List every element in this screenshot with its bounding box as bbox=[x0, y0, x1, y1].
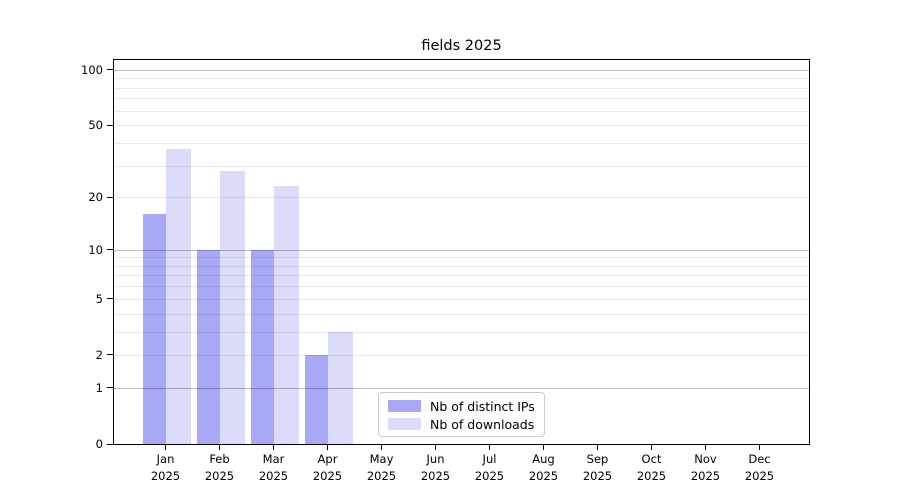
x-tick-label: Aug 2025 bbox=[517, 451, 571, 484]
minor-gridline bbox=[114, 87, 809, 89]
bar-nb-of-downloads-apr bbox=[328, 331, 353, 444]
x-tick-mark bbox=[543, 445, 544, 450]
x-label-year: 2025 bbox=[474, 468, 505, 483]
chart-title: fields 2025 bbox=[421, 38, 502, 54]
x-tick-label: Apr 2025 bbox=[301, 451, 355, 484]
x-tick-label: Jul 2025 bbox=[463, 451, 517, 484]
x-label-year: 2025 bbox=[150, 468, 181, 483]
y-tick-mark bbox=[107, 354, 114, 356]
y-tick-label: 20 bbox=[88, 190, 103, 205]
legend: Nb of distinct IPs Nb of downloads bbox=[378, 392, 545, 437]
bar-nb-of-downloads-jan bbox=[166, 149, 191, 444]
y-tick-mark bbox=[107, 387, 114, 389]
x-label-month: Sep bbox=[586, 452, 609, 466]
bar-nb-of-distinct-ips-mar bbox=[251, 249, 274, 444]
legend-label: Nb of downloads bbox=[430, 416, 535, 432]
x-tick-mark bbox=[381, 445, 382, 450]
x-tick-label: Dec 2025 bbox=[733, 451, 787, 484]
minor-gridline bbox=[114, 110, 809, 112]
x-tick-label: Jun 2025 bbox=[409, 451, 463, 484]
y-tick-label: 50 bbox=[88, 118, 103, 133]
bar-nb-of-downloads-mar bbox=[274, 186, 299, 444]
x-label-year: 2025 bbox=[528, 468, 559, 483]
x-tick-label: Jan 2025 bbox=[139, 451, 193, 484]
x-tick-label: Sep 2025 bbox=[571, 451, 625, 484]
x-label-year: 2025 bbox=[366, 468, 397, 483]
minor-gridline bbox=[114, 98, 809, 100]
minor-gridline bbox=[114, 125, 809, 127]
plot-area bbox=[113, 59, 810, 445]
y-tick-mark bbox=[107, 249, 114, 251]
x-tick-mark bbox=[651, 445, 652, 450]
x-label-month: Jun bbox=[426, 452, 445, 466]
x-tick-label: Mar 2025 bbox=[247, 451, 301, 484]
x-tick-label: Nov 2025 bbox=[679, 451, 733, 484]
x-label-year: 2025 bbox=[204, 468, 235, 483]
y-tick-mark bbox=[107, 298, 114, 300]
x-tick-mark bbox=[165, 445, 166, 450]
legend-label: Nb of distinct IPs bbox=[430, 398, 535, 414]
x-label-year: 2025 bbox=[582, 468, 613, 483]
x-label-month: Jul bbox=[482, 452, 497, 466]
x-tick-mark bbox=[435, 445, 436, 450]
bar-nb-of-distinct-ips-feb bbox=[197, 249, 220, 444]
legend-item: Nb of downloads bbox=[388, 415, 544, 433]
bar-nb-of-downloads-feb bbox=[220, 171, 245, 444]
x-tick-mark bbox=[327, 445, 328, 450]
x-label-month: Mar bbox=[262, 452, 285, 466]
x-label-year: 2025 bbox=[420, 468, 451, 483]
y-tick-mark bbox=[107, 443, 114, 445]
minor-gridline bbox=[114, 197, 809, 199]
bar-nb-of-distinct-ips-jan bbox=[143, 214, 166, 444]
x-label-month: May bbox=[369, 452, 394, 466]
bar-nb-of-distinct-ips-apr bbox=[305, 354, 328, 444]
minor-gridline bbox=[114, 78, 809, 80]
x-label-year: 2025 bbox=[258, 468, 289, 483]
major-gridline bbox=[114, 69, 809, 71]
y-tick-label: 100 bbox=[81, 62, 103, 77]
x-label-year: 2025 bbox=[690, 468, 721, 483]
legend-item: Nb of distinct IPs bbox=[388, 397, 544, 415]
y-tick-mark bbox=[107, 124, 114, 126]
y-tick-label: 1 bbox=[95, 380, 103, 395]
x-tick-label: Feb 2025 bbox=[193, 451, 247, 484]
minor-gridline bbox=[114, 143, 809, 144]
x-tick-mark bbox=[759, 445, 760, 450]
x-label-month: Nov bbox=[694, 452, 717, 466]
x-label-year: 2025 bbox=[636, 468, 667, 483]
x-tick-label: May 2025 bbox=[355, 451, 409, 484]
legend-swatch bbox=[388, 400, 421, 412]
y-tick-label: 5 bbox=[95, 291, 103, 306]
x-tick-label: Oct 2025 bbox=[625, 451, 679, 484]
y-tick-label: 10 bbox=[88, 242, 103, 257]
y-tick-label: 2 bbox=[95, 347, 103, 362]
x-tick-mark bbox=[597, 445, 598, 450]
x-label-year: 2025 bbox=[312, 468, 343, 483]
x-label-month: Jan bbox=[156, 452, 175, 466]
x-label-month: Dec bbox=[748, 452, 771, 466]
x-tick-mark bbox=[219, 445, 220, 450]
x-label-month: Aug bbox=[532, 452, 555, 466]
x-label-month: Feb bbox=[209, 452, 230, 466]
y-tick-label: 0 bbox=[95, 437, 103, 451]
legend-swatch bbox=[388, 418, 421, 430]
x-tick-mark bbox=[489, 445, 490, 450]
x-label-month: Oct bbox=[641, 452, 662, 466]
minor-gridline bbox=[114, 165, 809, 167]
y-tick-mark bbox=[107, 69, 114, 71]
x-label-month: Apr bbox=[317, 452, 338, 466]
x-label-year: 2025 bbox=[744, 468, 775, 483]
y-tick-mark bbox=[107, 196, 114, 198]
x-tick-mark bbox=[705, 445, 706, 450]
x-tick-mark bbox=[273, 445, 274, 450]
